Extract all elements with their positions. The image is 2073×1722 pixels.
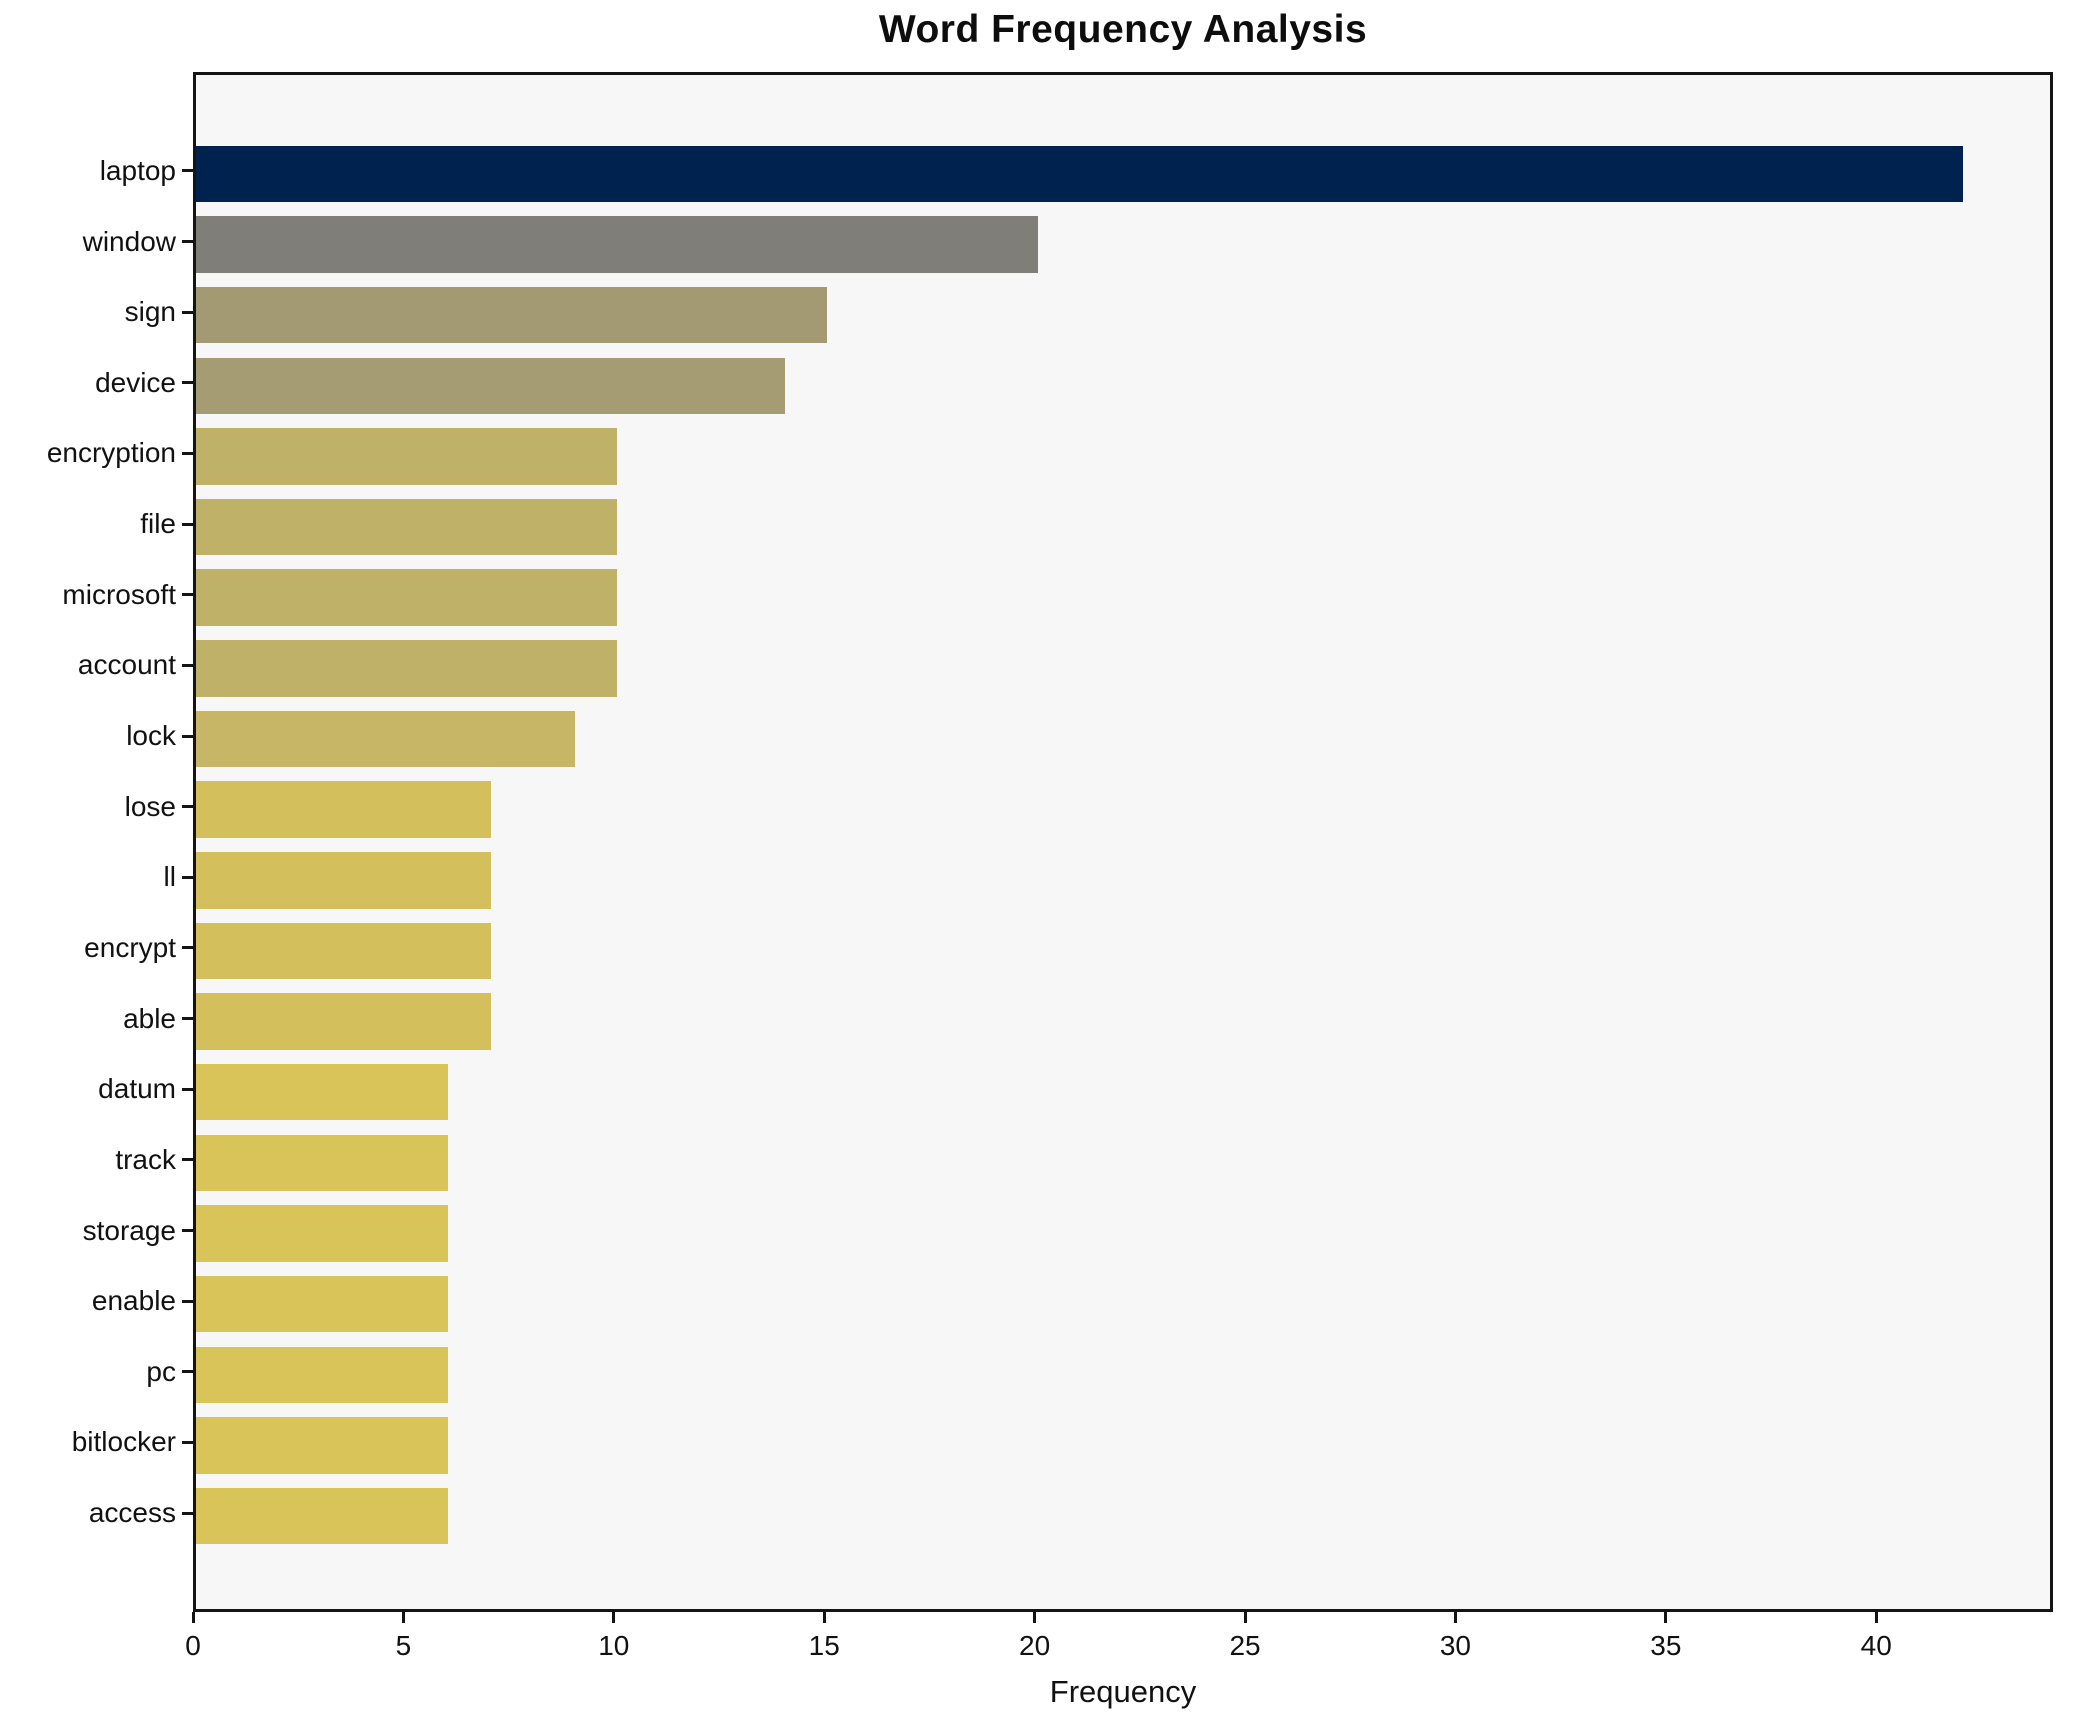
x-tick-mark-5 (401, 1612, 405, 1623)
x-tick-mark-35 (1664, 1612, 1668, 1623)
x-tick-mark-30 (1453, 1612, 1457, 1623)
x-tick-label-25: 25 (1229, 1630, 1261, 1661)
y-tick-label-enable: enable (91, 1285, 176, 1317)
y-tick-label-window: window (82, 225, 176, 257)
x-tick-label-35: 35 (1650, 1630, 1682, 1661)
y-tick-label-encrypt: encrypt (84, 931, 176, 963)
x-tick-mark-15 (822, 1612, 826, 1623)
x-tick-label-15: 15 (808, 1630, 840, 1661)
bar-pc (196, 1346, 449, 1404)
bar-encryption (196, 428, 617, 485)
y-tick-mark-encryption (182, 451, 193, 455)
plot-area (193, 72, 2053, 1612)
chart-title: Word Frequency Analysis (878, 8, 1368, 51)
x-tick-label-40: 40 (1860, 1630, 1892, 1661)
x-tick-label-0: 0 (185, 1630, 201, 1661)
y-tick-label-able: able (123, 1002, 176, 1034)
bar-lose (196, 781, 491, 838)
y-tick-mark-bitlocker (182, 1440, 193, 1444)
y-tick-mark-enable (182, 1299, 193, 1303)
x-tick-label-10: 10 (598, 1630, 630, 1661)
y-tick-label-track: track (115, 1143, 176, 1175)
y-tick-mark-lose (182, 805, 193, 809)
x-tick-mark-25 (1243, 1612, 1247, 1623)
y-tick-label-device: device (95, 366, 176, 398)
y-tick-label-access: access (88, 1497, 176, 1529)
y-tick-mark-sign (182, 310, 193, 314)
x-tick-mark-20 (1033, 1612, 1037, 1623)
bar-device (196, 357, 786, 415)
bar-sign (196, 286, 828, 344)
y-tick-mark-storage (182, 1229, 193, 1233)
y-tick-mark-able (182, 1017, 193, 1021)
y-tick-mark-access (182, 1511, 193, 1515)
bar-account (196, 640, 617, 697)
y-tick-label-storage: storage (82, 1214, 176, 1246)
y-tick-label-datum: datum (98, 1073, 176, 1105)
y-tick-mark-track (182, 1158, 193, 1162)
bar-ll (196, 852, 491, 909)
bar-encrypt (196, 922, 491, 980)
y-tick-label-lock: lock (126, 720, 176, 752)
x-tick-mark-10 (612, 1612, 616, 1623)
bar-microsoft (196, 569, 617, 626)
y-tick-mark-file (182, 522, 193, 526)
x-tick-label-5: 5 (395, 1630, 412, 1661)
y-tick-label-lose: lose (124, 790, 176, 822)
bar-datum (196, 1063, 449, 1121)
bar-lock (196, 710, 575, 768)
y-tick-mark-pc (182, 1370, 193, 1374)
x-tick-label-20: 20 (1019, 1630, 1051, 1661)
y-tick-label-pc: pc (146, 1355, 176, 1387)
bar-track (196, 1134, 449, 1192)
bar-enable (196, 1275, 449, 1333)
bar-able (196, 993, 491, 1050)
y-tick-label-laptop: laptop (99, 154, 176, 186)
y-tick-label-encryption: encryption (46, 437, 176, 469)
y-tick-mark-laptop (182, 169, 193, 173)
bar-laptop (196, 145, 1964, 203)
y-tick-label-account: account (77, 649, 176, 681)
y-tick-label-sign: sign (124, 296, 176, 328)
x-tick-mark-0 (191, 1612, 195, 1623)
bar-storage (196, 1205, 449, 1262)
bar-file (196, 498, 617, 556)
y-tick-mark-device (182, 381, 193, 385)
y-tick-mark-datum (182, 1087, 193, 1091)
y-tick-mark-ll (182, 875, 193, 879)
y-tick-label-file: file (140, 508, 176, 540)
x-axis-label: Frequency (1049, 1674, 1197, 1709)
y-tick-mark-window (182, 240, 193, 244)
y-tick-mark-microsoft (182, 593, 193, 597)
bar-access (196, 1487, 449, 1545)
y-tick-label-microsoft: microsoft (62, 578, 176, 610)
bar-bitlocker (196, 1417, 449, 1474)
y-tick-mark-encrypt (182, 946, 193, 950)
x-tick-mark-40 (1874, 1612, 1878, 1623)
bar-window (196, 216, 1038, 273)
y-tick-mark-account (182, 663, 193, 667)
y-tick-mark-lock (182, 734, 193, 738)
y-tick-label-ll: ll (163, 861, 176, 893)
y-tick-label-bitlocker: bitlocker (71, 1426, 176, 1458)
x-tick-label-30: 30 (1439, 1630, 1472, 1661)
